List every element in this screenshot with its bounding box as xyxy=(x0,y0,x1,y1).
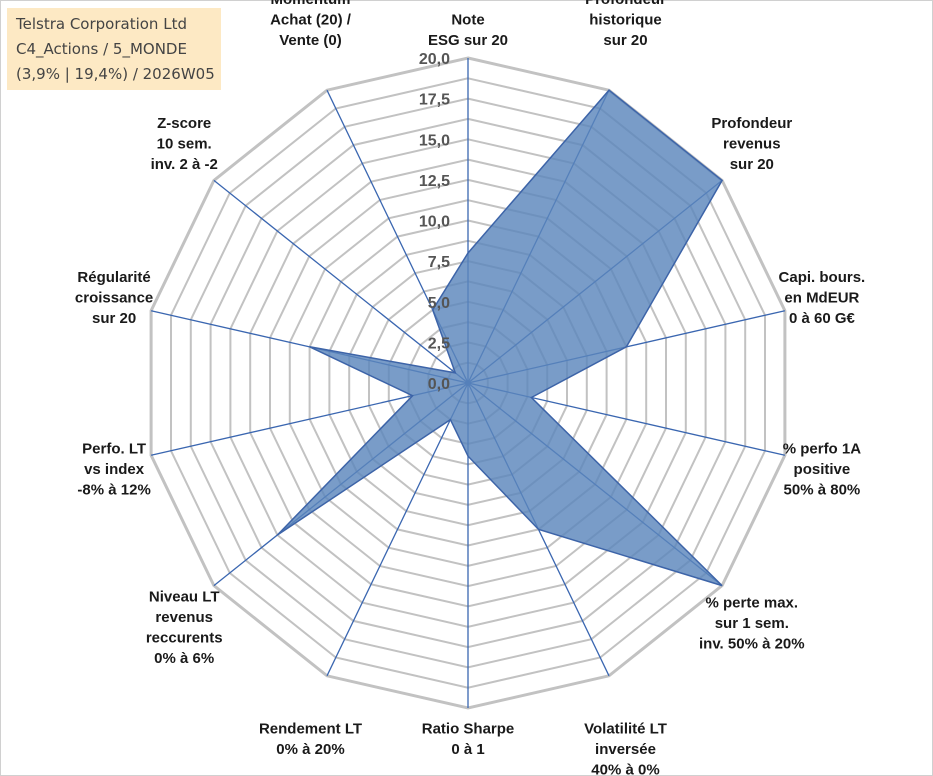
axis-label-line: Volatilité LT xyxy=(584,721,667,738)
axis-label: Z-score 10 sem. inv. 2 à -2 xyxy=(151,115,218,173)
tick-label: 7,5 xyxy=(428,254,450,271)
axis-label-line: 50% à 80% xyxy=(784,481,861,498)
tick-label: 17,5 xyxy=(419,92,450,109)
axis-label: Niveau LT revenus reccurents 0% à 6% xyxy=(146,589,223,668)
axis-label-line: Momentum xyxy=(271,0,351,8)
data-series xyxy=(276,89,724,587)
axis-label-line: reccurents xyxy=(146,630,223,647)
info-box: Telstra Corporation Ltd C4_Actions / 5_M… xyxy=(7,8,221,90)
axis-label-line: sur 1 sem. xyxy=(715,615,789,632)
axis-label: Ratio Sharpe 0 à 1 xyxy=(422,721,515,759)
axis-label-line: 0 à 60 G€ xyxy=(789,310,856,327)
axis-label-line: Achat (20) / xyxy=(270,12,352,29)
tick-label: 10,0 xyxy=(419,214,450,231)
axis-label-line: 40% à 0% xyxy=(591,762,659,776)
axis-label-line: revenus xyxy=(723,136,781,153)
axis-label-line: % perfo 1A xyxy=(783,440,862,457)
axis-label-line: ESG sur 20 xyxy=(428,32,508,49)
axis-label-line: % perte max. xyxy=(706,595,799,612)
axis-label-line: historique xyxy=(589,12,662,29)
tick-label: 20,0 xyxy=(419,51,450,68)
axis-label-line: Régularité xyxy=(77,269,150,286)
axis-label-line: Profondeur xyxy=(711,115,792,132)
tick-label: 0,0 xyxy=(428,376,450,393)
axis-label-line: 0 à 1 xyxy=(451,741,484,758)
axis-label: Capi. bours. en MdEUR 0 à 60 G€ xyxy=(779,269,866,327)
axis-label-line: sur 20 xyxy=(730,156,774,173)
axis-label: Profondeur revenus sur 20 xyxy=(711,115,792,173)
radial-tick-labels: 0,0 2,5 5,0 7,5 10,0 12,5 15,0 17,5 20,0 xyxy=(419,51,450,393)
axis-label-line: sur 20 xyxy=(92,310,136,327)
series-area xyxy=(276,89,724,587)
axis-label-line: croissance xyxy=(75,290,153,307)
axis-label-line: Perfo. LT xyxy=(82,440,146,457)
axis-label-line: Ratio Sharpe xyxy=(422,721,515,738)
axis-label: Rendement LT 0% à 20% xyxy=(259,721,362,759)
axis-labels: Note ESG sur 20 Profondeur historique sur 20… xyxy=(75,0,865,776)
axis-spoke xyxy=(213,179,469,384)
axis-label-line: Niveau LT xyxy=(149,589,220,606)
axis-label-line: inv. 50% à 20% xyxy=(699,636,805,653)
tick-label: 15,0 xyxy=(419,132,450,149)
axis-label-line: positive xyxy=(794,461,851,478)
tick-label: 5,0 xyxy=(428,295,450,312)
axis-label-line: Vente (0) xyxy=(279,32,342,49)
axis-label-line: Capi. bours. xyxy=(779,269,866,286)
axis-label: Régularité croissance sur 20 xyxy=(75,269,153,327)
axis-label-line: inversée xyxy=(595,741,656,758)
axis-label-line: -8% à 12% xyxy=(77,481,150,498)
axis-label-line: Note xyxy=(451,12,484,29)
axis-label: Volatilité LT inversée 40% à 0% xyxy=(584,721,667,776)
axis-spoke xyxy=(326,382,469,677)
axis-label: Note ESG sur 20 xyxy=(428,12,508,50)
axis-label-line: inv. 2 à -2 xyxy=(151,156,218,173)
tick-label: 2,5 xyxy=(428,335,450,352)
axis-label: Profondeur historique sur 20 xyxy=(585,0,666,49)
axis-label-line: revenus xyxy=(155,609,213,626)
axis-label-line: 0% à 20% xyxy=(276,741,344,758)
axis-label-line: vs index xyxy=(84,461,145,478)
axis-label-line: Rendement LT xyxy=(259,721,362,738)
axis-label-line: 10 sem. xyxy=(157,136,212,153)
info-company-name: Telstra Corporation Ltd xyxy=(16,15,187,33)
info-category: C4_Actions / 5_MONDE xyxy=(16,40,187,58)
axis-label-line: Profondeur xyxy=(585,0,666,8)
axis-label-line: 0% à 6% xyxy=(154,650,214,667)
axis-label-line: Z-score xyxy=(157,115,211,132)
axis-label: % perte max. sur 1 sem. inv. 50% à 20% xyxy=(699,595,805,653)
axis-label: Perfo. LT vs index -8% à 12% xyxy=(77,440,150,498)
tick-label: 12,5 xyxy=(419,173,450,190)
axis-label-line: sur 20 xyxy=(603,32,647,49)
info-range-week: (3,9% | 19,4%) / 2026W05 xyxy=(16,65,215,83)
axis-label-line: en MdEUR xyxy=(784,290,859,307)
axis-label: % perfo 1A positive 50% à 80% xyxy=(783,440,862,498)
axis-label: Momentum Achat (20) / Vente (0) xyxy=(270,0,352,49)
